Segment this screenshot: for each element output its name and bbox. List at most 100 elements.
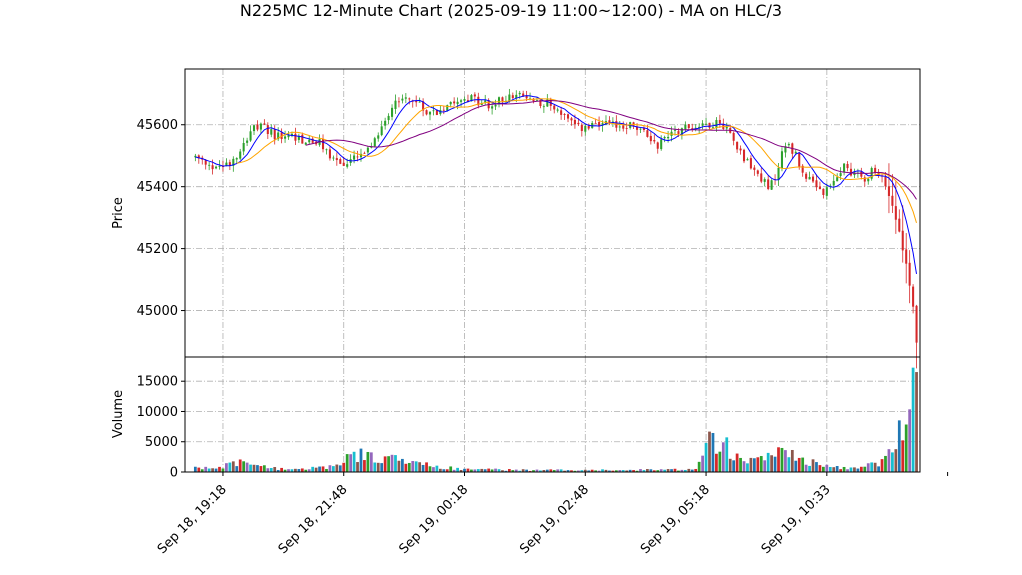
volume-bar xyxy=(314,467,318,472)
volume-bar xyxy=(652,470,656,472)
volume-bar xyxy=(463,468,466,472)
candle-body xyxy=(197,155,200,159)
candle-body xyxy=(442,109,445,111)
candle-body xyxy=(546,99,549,107)
candle-body xyxy=(884,176,887,187)
volume-bar xyxy=(559,469,563,472)
volume-bar xyxy=(739,457,742,472)
candle-body xyxy=(711,127,714,129)
candle-body xyxy=(453,101,456,104)
candle-body xyxy=(680,128,683,135)
volume-bar xyxy=(414,461,418,472)
candle-body xyxy=(418,101,421,103)
volume-bar xyxy=(249,464,252,472)
volume-bar xyxy=(915,372,918,472)
x-axis: Sep 18, 19:18 Sep 18, 21:48 Sep 19, 00:18 S… xyxy=(155,472,949,557)
volume-bar xyxy=(452,469,456,472)
candle-body xyxy=(787,144,790,146)
x-tick-label: Sep 19, 02:48 xyxy=(517,482,592,557)
volume-bar xyxy=(908,409,912,472)
volume-bar xyxy=(680,469,684,472)
volume-bar xyxy=(577,470,580,472)
volume-bar xyxy=(242,461,246,472)
candle-body xyxy=(404,97,407,99)
volume-bar xyxy=(459,470,463,472)
candle-body xyxy=(259,123,262,130)
candle-body xyxy=(539,99,542,106)
candle-body xyxy=(332,157,335,159)
volume-tick-label: 0 xyxy=(170,466,178,481)
candle-body xyxy=(839,173,842,177)
candle-body xyxy=(687,124,690,129)
volume-bar xyxy=(646,469,649,472)
volume-bar xyxy=(501,470,504,472)
candle-body xyxy=(677,131,680,134)
volume-bar xyxy=(528,470,532,472)
candle-body xyxy=(684,124,687,130)
candle-body xyxy=(784,146,787,153)
volume-bar xyxy=(759,456,763,472)
volume-bar xyxy=(387,456,390,472)
volume-bar xyxy=(608,470,611,472)
volume-bar xyxy=(790,449,794,472)
volume-bar xyxy=(859,466,863,472)
volume-bar xyxy=(345,454,349,472)
candle-body xyxy=(270,129,273,135)
candle-body xyxy=(287,135,290,138)
candle-body xyxy=(204,160,207,165)
volume-bar xyxy=(832,467,836,472)
volume-bar xyxy=(283,469,287,472)
candle-body xyxy=(401,98,404,101)
volume-bar xyxy=(801,457,805,472)
candle-body xyxy=(387,115,390,121)
volume-bar xyxy=(525,469,528,472)
volume-bar xyxy=(273,467,277,472)
volume-bar xyxy=(552,470,556,472)
volume-bar xyxy=(677,470,680,472)
candle-body xyxy=(656,142,659,149)
volume-bar xyxy=(835,466,839,472)
candle-body xyxy=(805,173,808,179)
volume-bar xyxy=(373,462,377,472)
candle-body xyxy=(753,167,756,170)
candle-body xyxy=(777,167,780,181)
volume-bar xyxy=(290,469,294,472)
volume-bar xyxy=(259,466,263,472)
volume-bar xyxy=(839,469,843,472)
volume-bar xyxy=(262,465,266,472)
volume-bar xyxy=(228,462,232,472)
volume-bar xyxy=(456,467,459,472)
candle-body xyxy=(746,159,749,161)
volume-bar xyxy=(511,470,515,472)
volume-bar xyxy=(507,469,511,472)
volume-bar xyxy=(404,463,408,472)
candle-body xyxy=(494,104,497,107)
candle-body xyxy=(598,122,601,126)
candle-body xyxy=(736,141,739,150)
candle-body xyxy=(915,305,918,343)
volume-bar xyxy=(473,469,477,472)
candle-body xyxy=(698,126,701,129)
volume-bar xyxy=(276,469,280,472)
candle-body xyxy=(277,132,280,140)
candle-body xyxy=(325,149,328,151)
volume-bar xyxy=(556,469,560,472)
candle-body xyxy=(228,162,231,166)
candle-body xyxy=(301,134,304,144)
volume-bar xyxy=(708,431,711,472)
candle-body xyxy=(570,118,573,121)
candle-body xyxy=(694,127,697,129)
volume-bar xyxy=(490,469,494,472)
candle-body xyxy=(422,101,425,111)
candle-body xyxy=(432,110,435,112)
x-tick-label: Sep 19, 10:33 xyxy=(759,482,834,557)
candle-body xyxy=(370,146,373,148)
candle-body xyxy=(446,105,449,111)
candle-body xyxy=(473,94,476,97)
volume-bar xyxy=(487,468,491,472)
candle-body xyxy=(660,139,663,150)
volume-bar xyxy=(197,467,201,472)
volume-bar xyxy=(763,460,767,472)
volume-bar xyxy=(442,469,446,472)
candle-body xyxy=(708,122,711,128)
